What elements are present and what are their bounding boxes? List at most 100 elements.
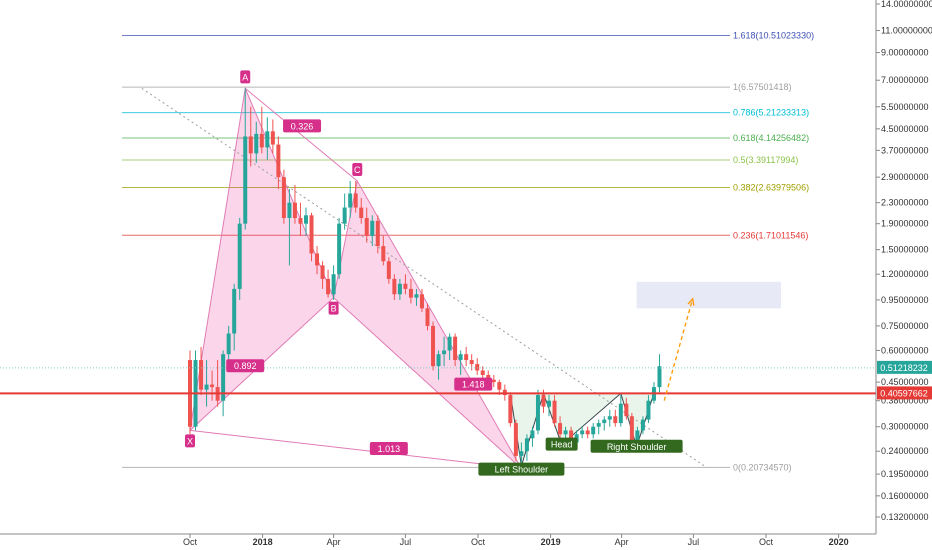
candle-body xyxy=(607,416,612,420)
candle-body xyxy=(386,261,391,279)
price-badge: 0.51218232 xyxy=(880,363,928,373)
pattern-point-a-bg xyxy=(240,70,251,84)
candle-body xyxy=(309,215,314,254)
pattern-point-x-bg xyxy=(185,434,195,448)
x-tick-label: Oct xyxy=(471,537,486,547)
ratio-label: 1.418 xyxy=(462,380,485,390)
y-tick-label: 5.50000000 xyxy=(881,102,929,112)
candle-body xyxy=(254,133,259,154)
pattern-point-a: A xyxy=(242,72,248,82)
candle-body xyxy=(469,360,474,365)
candle-body xyxy=(519,451,524,456)
x-tick-label: Apr xyxy=(615,537,629,547)
candle-body xyxy=(502,389,507,396)
candle-body xyxy=(397,283,402,295)
candle-body xyxy=(541,395,546,407)
pattern-point-b: B xyxy=(331,304,337,314)
ratio-label: 0.892 xyxy=(234,361,257,371)
candle-body xyxy=(221,354,226,401)
y-tick-label: 4.50000000 xyxy=(881,124,929,134)
y-tick-label: 11.00000000 xyxy=(881,26,932,36)
y-tick-label: 14.00000000 xyxy=(881,0,932,9)
candle-body xyxy=(287,202,292,219)
candle-body xyxy=(348,193,353,208)
candle-body xyxy=(315,253,320,266)
fib-level-label: 1.618(10.51023330) xyxy=(733,31,814,41)
shoulder-label-bg xyxy=(545,437,578,451)
ratio-label: 0.326 xyxy=(291,121,314,131)
ratio-label-bg xyxy=(454,377,493,391)
candle-body xyxy=(585,430,590,435)
x-tick-label: 2020 xyxy=(829,537,849,547)
y-tick-label: 3.70000000 xyxy=(881,145,929,155)
candle-body xyxy=(602,419,607,424)
shoulder-label: Left Shoulder xyxy=(495,465,549,475)
candle-body xyxy=(326,278,331,295)
y-tick-label: 2.30000000 xyxy=(881,198,929,208)
candle-body xyxy=(281,177,286,219)
shoulder-label: Right Shoulder xyxy=(607,442,667,452)
x-tick-label: Oct xyxy=(759,537,774,547)
candle-body xyxy=(447,336,452,351)
candle-body xyxy=(375,220,380,247)
candle-body xyxy=(237,223,242,289)
candle-body xyxy=(243,136,248,224)
x-tick-label: 2019 xyxy=(541,537,561,547)
candle-body xyxy=(624,403,629,417)
candle-body xyxy=(453,336,458,361)
candle-body xyxy=(298,218,303,224)
candle-body xyxy=(419,294,424,309)
candle-body xyxy=(535,395,540,431)
candle-body xyxy=(569,430,574,443)
candle-body xyxy=(596,423,601,427)
y-tick-label: 0.13200000 xyxy=(881,512,929,522)
price-badge-bg xyxy=(877,360,932,374)
head-shoulders-pattern xyxy=(509,391,655,467)
candle-body xyxy=(629,416,634,443)
candle-body xyxy=(270,131,275,145)
y-tick-label: 7.00000000 xyxy=(881,75,929,85)
y-tick-label: 9.00000000 xyxy=(881,48,929,58)
candle-body xyxy=(303,215,308,224)
candle-body xyxy=(613,416,618,424)
y-axis-panel xyxy=(876,0,932,550)
candle-body xyxy=(353,193,358,208)
y-tick-label: 0.30000000 xyxy=(881,422,929,432)
candle-body xyxy=(640,419,645,431)
candle-body xyxy=(442,350,447,355)
candle-body xyxy=(320,265,325,279)
candle-body xyxy=(414,294,419,298)
y-tick-label: 0.60000000 xyxy=(881,345,929,355)
candle-body xyxy=(337,223,342,275)
shoulder-label-bg xyxy=(590,439,683,453)
candle-body xyxy=(436,354,441,367)
candle-body xyxy=(552,400,557,424)
candle-body xyxy=(226,333,231,355)
fib-level-label: 1(6.57501418) xyxy=(733,82,792,92)
candle-body xyxy=(480,370,485,376)
x-tick-label: Apr xyxy=(327,537,341,547)
x-tick-label: Jul xyxy=(400,537,412,547)
fib-level-label: 0(0.20734570) xyxy=(733,462,792,472)
candle-body xyxy=(475,364,480,371)
y-tick-label: 2.90000000 xyxy=(881,172,929,182)
fib-level-label: 0.5(3.39117994) xyxy=(733,155,798,165)
ratio-label: 1.013 xyxy=(378,444,401,454)
y-tick-label: 0.45000000 xyxy=(881,377,929,387)
projection-arrow xyxy=(663,298,694,401)
pattern-point-x: X xyxy=(187,436,193,446)
y-tick-label: 0.38000000 xyxy=(881,396,929,406)
candle-body xyxy=(259,133,264,148)
candle-body xyxy=(359,207,364,219)
x-tick-label: Jul xyxy=(688,537,700,547)
y-tick-label: 1.90000000 xyxy=(881,219,929,229)
y-tick-label: 0.75000000 xyxy=(881,321,929,331)
fib-level-label: 0.786(5.21233313) xyxy=(733,108,809,118)
ratio-label-bg xyxy=(226,359,265,373)
x-tick-label: 2018 xyxy=(253,537,273,547)
candle-body xyxy=(524,438,529,452)
y-tick-label: 0.16000000 xyxy=(881,491,929,501)
candle-body xyxy=(618,403,623,424)
